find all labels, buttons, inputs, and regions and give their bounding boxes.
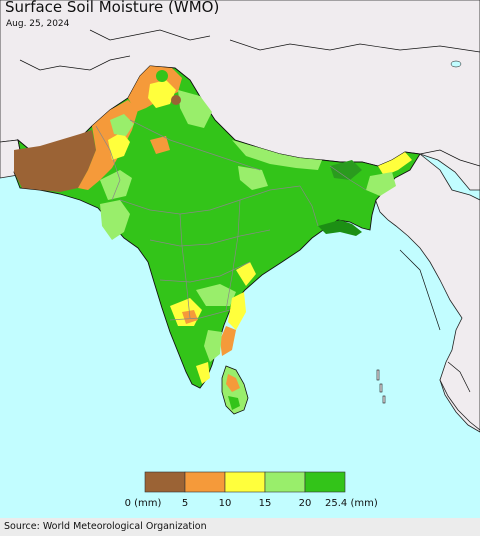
- sri-lanka-wet: [228, 396, 240, 410]
- sri-lanka-dry: [226, 374, 240, 392]
- footer-bar: Source: World Meteorological Organizatio…: [0, 518, 480, 536]
- legend-tick-label: 20: [299, 498, 312, 509]
- lightgreen-gujarat: [100, 200, 130, 240]
- color-legend: 0 (mm) 5 10 15 20 25.4 (mm): [125, 471, 378, 509]
- lightgreen-northeast: [366, 172, 396, 196]
- internal-borders: [95, 119, 367, 321]
- map-date: Aug. 25, 2024: [6, 19, 70, 29]
- yellow-southeast: [228, 292, 246, 330]
- orange-east-coast: [236, 262, 256, 286]
- soil-moisture-map: [0, 0, 480, 518]
- southeast-land: [373, 153, 480, 431]
- map-title: Surface Soil Moisture (WMO): [5, 0, 220, 16]
- small-lake: [450, 60, 462, 68]
- orange-spot-punjab: [150, 136, 170, 154]
- lightgreen-southeast: [204, 330, 222, 362]
- legend-swatch: [144, 471, 186, 493]
- legend-tick-label: 5: [182, 498, 188, 509]
- lightgreen-patch-3: [178, 90, 212, 128]
- yellow-patch-pakistan: [108, 132, 130, 160]
- legend-swatches: [144, 471, 346, 493]
- dry-zone-west: [14, 130, 96, 192]
- source-credit: Source: World Meteorological Organizatio…: [4, 521, 207, 532]
- orange-southeast: [220, 326, 236, 356]
- bengal-coast: [318, 220, 362, 236]
- legend-tick-label: 10: [219, 498, 232, 509]
- yellow-tip: [196, 362, 210, 384]
- legend-tick-label: 25.4 (mm): [325, 498, 378, 509]
- legend-ticks: 0 (mm) 5 10 15 20 25.4 (mm): [125, 498, 378, 509]
- legend-swatch: [224, 471, 266, 493]
- legend-swatch: [184, 471, 226, 493]
- legend-swatch: [304, 471, 346, 493]
- yellow-northeast: [378, 152, 412, 176]
- lightgreen-himalaya: [232, 140, 322, 170]
- legend-tick-label: 0 (mm): [125, 498, 162, 509]
- lightgreen-central: [238, 166, 268, 190]
- yellow-patch-north: [148, 80, 176, 108]
- lightgreen-patch-2: [100, 170, 132, 200]
- brown-spot-north: [171, 95, 181, 105]
- andaman-islands: [376, 369, 386, 404]
- lightgreen-patch-1: [110, 114, 134, 136]
- legend-tick-label: 15: [259, 498, 272, 509]
- dark-bangladesh: [330, 160, 362, 180]
- outside-borders: [19, 29, 480, 393]
- lightgreen-south-1: [196, 284, 236, 306]
- green-patch-kashmir: [156, 70, 168, 82]
- legend-swatch: [264, 471, 306, 493]
